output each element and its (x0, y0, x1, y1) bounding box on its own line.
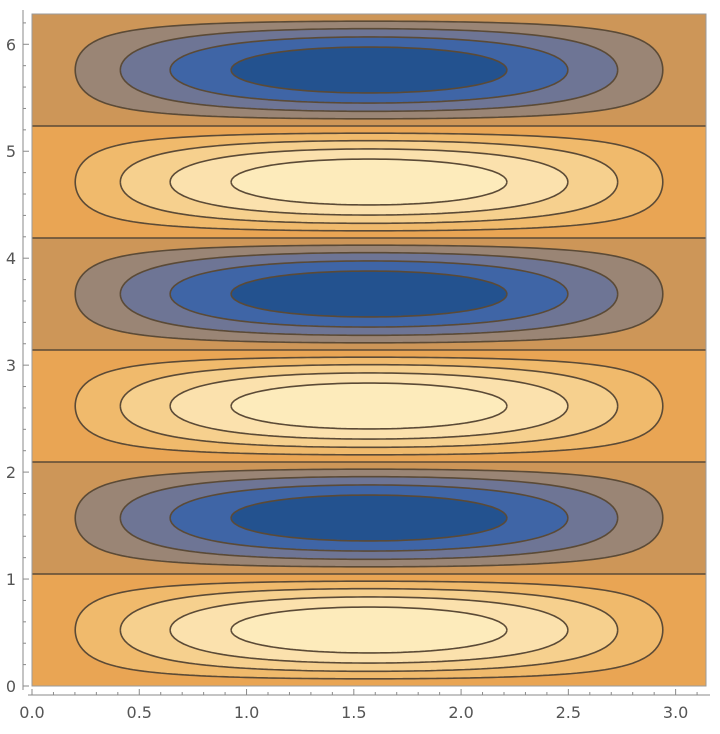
x-axis: 0.0 0.5 1.0 1.5 2.0 2.5 3.0 (19, 689, 710, 722)
contour-line-level-6 (119, 139, 619, 673)
y-tick-label: 0 (6, 677, 16, 696)
y-tick-label: 2 (6, 463, 16, 482)
x-tick-label: 0.0 (19, 703, 44, 722)
x-tick-label: 3.0 (663, 703, 688, 722)
y-tick-label: 1 (6, 570, 16, 589)
y-tick-label: 4 (6, 249, 16, 268)
contour-line-level-7 (169, 148, 569, 664)
contour-line-level-2 (119, 27, 619, 561)
x-tick-label: 2.0 (448, 703, 473, 722)
y-tick-label: 6 (6, 35, 16, 54)
contour-line-level-3 (74, 20, 664, 568)
x-tick-label: 1.0 (234, 703, 259, 722)
x-tick-label: 1.5 (341, 703, 366, 722)
contour-line-level-8 (230, 158, 508, 654)
y-axis: 0 1 2 3 4 5 6 (6, 10, 29, 696)
contour-line-level-0 (230, 46, 508, 542)
x-tick-label: 0.5 (127, 703, 152, 722)
contour-line-level-1 (169, 36, 569, 552)
contour-lines (32, 20, 706, 680)
y-tick-label: 3 (6, 356, 16, 375)
plot-frame (31, 13, 707, 687)
contour-line-level-5 (74, 132, 664, 680)
x-tick-label: 2.5 (556, 703, 581, 722)
y-tick-label: 5 (6, 142, 16, 161)
